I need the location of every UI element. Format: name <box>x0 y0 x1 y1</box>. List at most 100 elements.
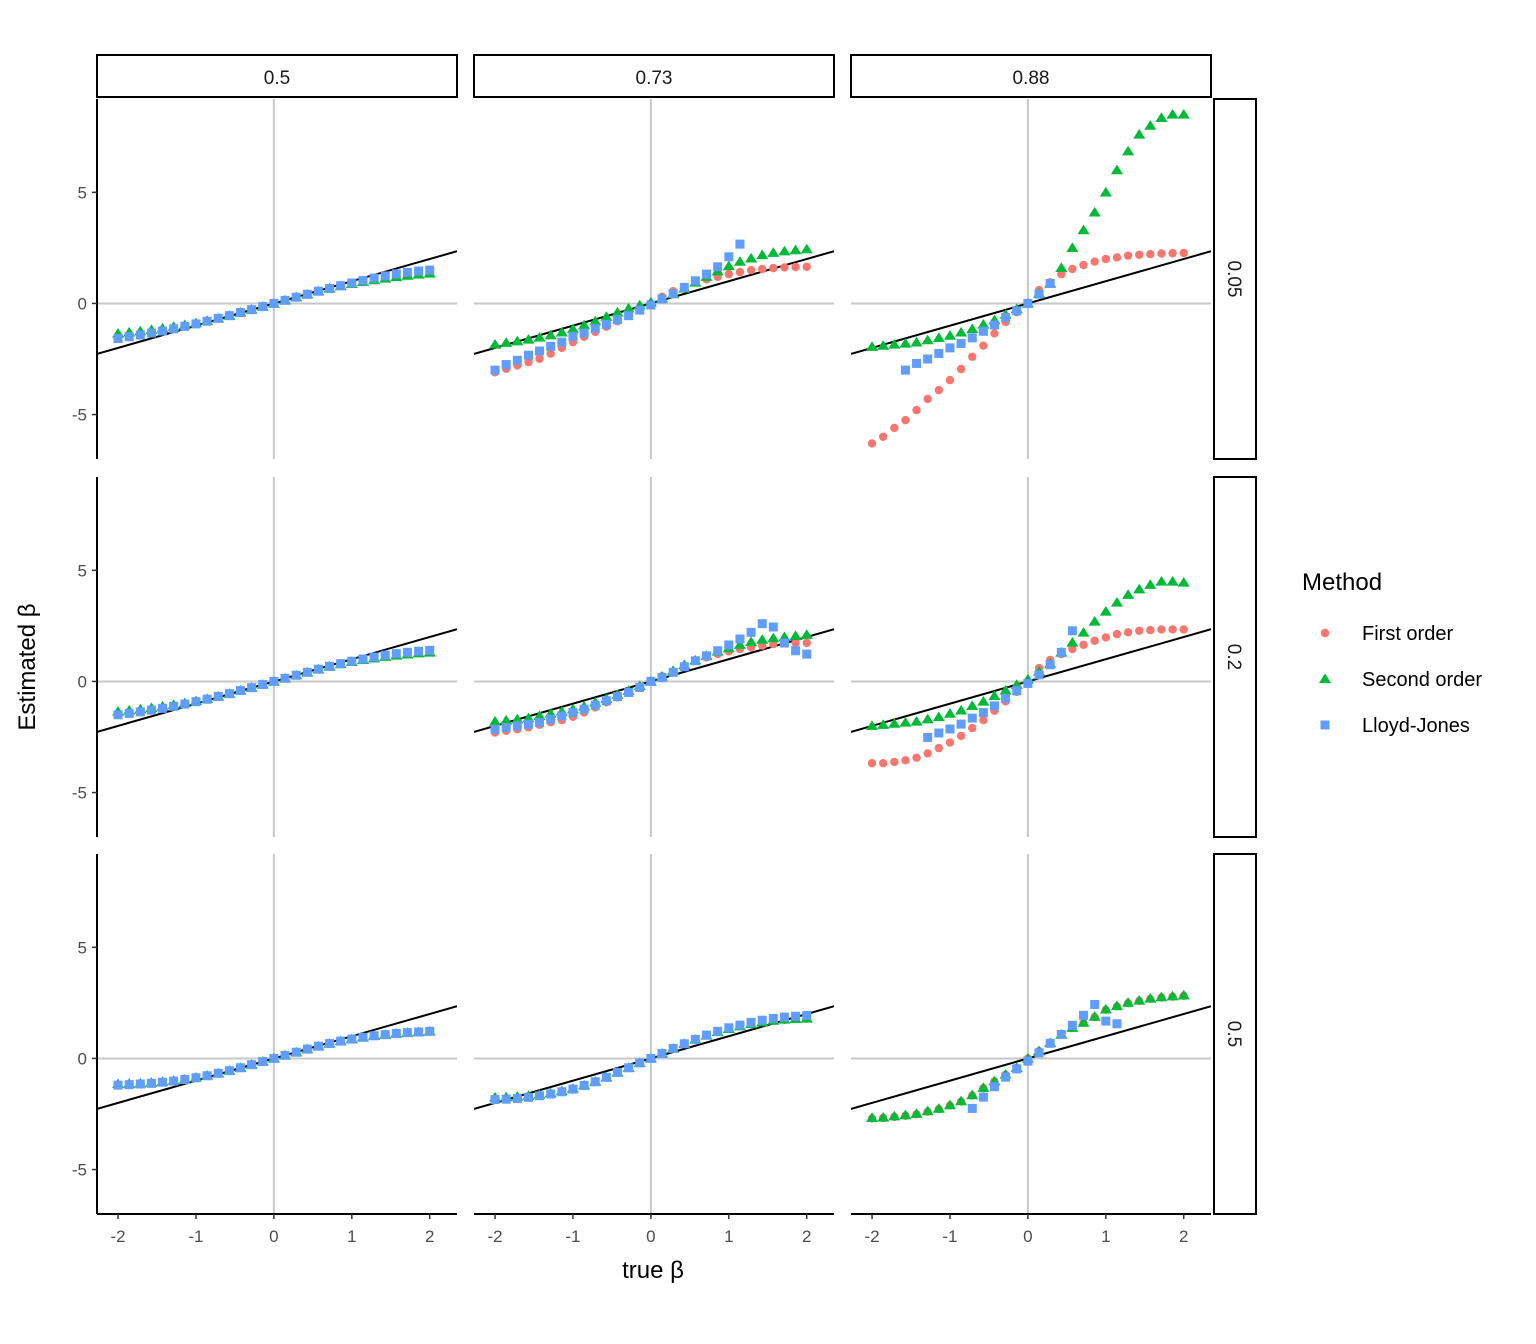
data-point <box>724 269 734 279</box>
data-point <box>601 319 611 329</box>
series-lloyd-jones <box>900 278 1055 375</box>
data-point <box>800 629 813 639</box>
data-point <box>258 680 268 690</box>
data-point <box>347 278 357 288</box>
data-point <box>789 244 802 255</box>
legend-key-triangle-icon <box>1318 673 1332 684</box>
data-point <box>990 329 999 338</box>
data-point <box>1068 264 1077 274</box>
data-point <box>414 646 424 656</box>
data-point <box>1122 997 1135 1007</box>
data-point <box>1157 249 1166 258</box>
data-point <box>757 1015 767 1025</box>
column-strip-box <box>850 54 1212 98</box>
data-point <box>391 1029 401 1039</box>
data-point <box>956 364 966 374</box>
data-point <box>923 394 932 404</box>
data-point <box>501 360 511 370</box>
data-point <box>690 1034 700 1044</box>
data-point <box>247 305 257 315</box>
panel: -5 0 5 <box>72 477 457 837</box>
data-point <box>425 1026 435 1036</box>
legend-item-label: Lloyd-Jones <box>1362 715 1470 737</box>
data-point <box>490 1095 500 1105</box>
data-point <box>767 247 780 257</box>
data-point <box>1144 120 1157 130</box>
data-point <box>202 1071 212 1081</box>
x-tick-label: 1 <box>1101 1227 1110 1246</box>
data-point <box>912 358 922 368</box>
data-point <box>557 1087 567 1097</box>
data-point <box>934 728 944 738</box>
data-point <box>890 423 899 433</box>
data-point <box>124 708 134 718</box>
data-point <box>169 701 179 711</box>
data-point <box>1012 686 1022 696</box>
data-point <box>932 332 945 343</box>
data-point <box>888 339 901 349</box>
panel-plot-area <box>474 99 834 459</box>
data-point <box>291 1047 301 1057</box>
data-point <box>313 286 323 296</box>
data-point <box>956 338 966 348</box>
data-point <box>735 267 745 277</box>
data-point <box>579 1081 589 1091</box>
data-point <box>1056 647 1066 657</box>
data-point <box>1177 989 1190 1000</box>
data-point <box>934 385 944 395</box>
data-point <box>247 1060 257 1070</box>
data-point <box>1112 253 1122 262</box>
data-point <box>657 294 667 304</box>
data-point <box>745 252 758 263</box>
data-point <box>635 682 645 692</box>
legend-item-label: First order <box>1362 623 1453 645</box>
data-point <box>791 262 800 272</box>
data-point <box>923 354 933 364</box>
data-point <box>668 1043 678 1053</box>
panel-plot-area <box>97 99 457 459</box>
data-point <box>901 756 910 765</box>
y-tick-label: 5 <box>78 938 87 957</box>
data-point <box>557 711 567 721</box>
row-strip-box <box>1213 853 1257 1215</box>
data-point <box>945 738 955 747</box>
data-point <box>1045 278 1055 288</box>
column-strip: 0.5 <box>96 54 458 98</box>
data-point <box>269 298 279 308</box>
data-point <box>1077 1017 1090 1027</box>
data-point <box>490 724 500 734</box>
data-point <box>778 245 791 256</box>
series-lloyd-jones <box>490 1011 812 1105</box>
y-axis-label: Estimated β <box>14 603 41 730</box>
data-point <box>1034 670 1044 680</box>
data-point <box>511 335 524 346</box>
data-point <box>1088 206 1101 217</box>
panels: 0.5 0.73 0.88 0.05 0.2 0.5 -5 0 5 -5 0 5 -5 0 5 -2 -1 0 1 2… <box>72 54 1257 1246</box>
data-point <box>978 1092 988 1102</box>
data-point <box>1133 994 1146 1005</box>
data-point <box>535 354 544 363</box>
data-point <box>158 1077 168 1087</box>
data-point <box>921 334 934 345</box>
x-tick-label: -2 <box>487 1227 502 1246</box>
data-point <box>923 732 933 742</box>
data-point <box>488 339 502 349</box>
column-strip-label: 0.73 <box>636 68 673 89</box>
data-point <box>402 1028 412 1038</box>
data-point <box>146 705 156 715</box>
data-point <box>746 265 756 275</box>
data-point <box>512 1093 522 1103</box>
data-point <box>888 1110 901 1121</box>
x-axis-label: true β <box>622 1257 684 1284</box>
data-point <box>878 759 888 768</box>
data-point <box>1110 597 1123 607</box>
data-point <box>1179 248 1188 258</box>
data-point <box>522 333 535 344</box>
data-point <box>325 661 335 671</box>
data-point <box>646 1053 656 1063</box>
series-lloyd-jones <box>113 645 435 720</box>
y-tick-label: 0 <box>78 672 87 691</box>
data-point <box>1090 257 1099 266</box>
data-point <box>302 1044 312 1054</box>
data-point <box>668 289 678 299</box>
